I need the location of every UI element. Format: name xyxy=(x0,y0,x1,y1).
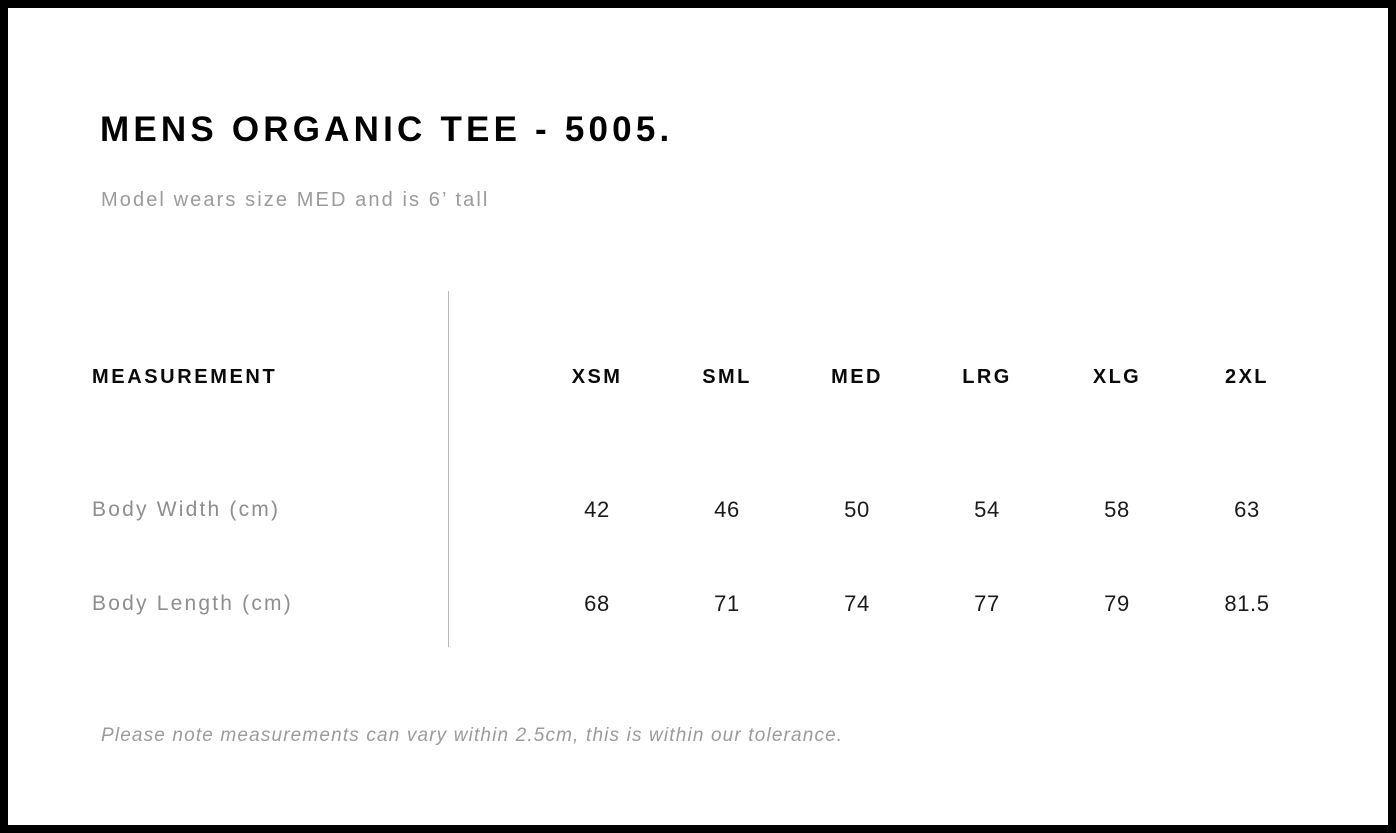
page-title: MENS ORGANIC TEE - 5005. xyxy=(100,110,674,149)
cell-body-length-sml: 71 xyxy=(714,591,740,616)
column-header-xsm: XSM xyxy=(571,365,623,388)
column-header-2xl: 2XL xyxy=(1225,365,1269,388)
cell-body-length-2xl: 81.5 xyxy=(1224,591,1270,616)
cell-body-length-xlg: 79 xyxy=(1104,591,1130,616)
cell-body-width-xsm: 42 xyxy=(584,497,610,522)
column-header-measurement: MEASUREMENT xyxy=(92,365,278,388)
page-content: MENS ORGANIC TEE - 5005. Model wears siz… xyxy=(8,8,1388,825)
cell-body-width-xlg: 58 xyxy=(1104,497,1130,522)
column-header-lrg: LRG xyxy=(962,365,1012,388)
size-table: MEASUREMENT XSM SML MED LRG XLG 2XL Body… xyxy=(92,291,1312,651)
table-vertical-divider xyxy=(448,291,449,647)
model-fit-subtitle: Model wears size MED and is 6’ tall xyxy=(101,189,490,211)
size-table-container: MEASUREMENT XSM SML MED LRG XLG 2XL Body… xyxy=(92,291,1312,647)
cell-body-width-med: 50 xyxy=(844,497,870,522)
cell-body-width-2xl: 63 xyxy=(1234,497,1260,522)
column-header-xlg: XLG xyxy=(1092,365,1142,388)
cell-body-width-sml: 46 xyxy=(714,497,740,522)
cell-body-width-lrg: 54 xyxy=(974,497,1000,522)
tolerance-footnote: Please note measurements can vary within… xyxy=(101,725,844,746)
column-header-med: MED xyxy=(831,365,883,388)
column-header-sml: SML xyxy=(702,365,752,388)
table-row: Body Length (cm) 68 71 74 77 79 81.5 xyxy=(92,557,1312,651)
cell-body-length-med: 74 xyxy=(844,591,870,616)
table-row: Body Width (cm) 42 46 50 54 58 63 xyxy=(92,463,1312,557)
row-label-body-length: Body Length (cm) xyxy=(92,592,293,615)
cell-body-length-lrg: 77 xyxy=(974,591,1000,616)
row-label-body-width: Body Width (cm) xyxy=(92,498,281,521)
cell-body-length-xsm: 68 xyxy=(584,591,610,616)
table-header-row: MEASUREMENT XSM SML MED LRG XLG 2XL xyxy=(92,291,1312,463)
